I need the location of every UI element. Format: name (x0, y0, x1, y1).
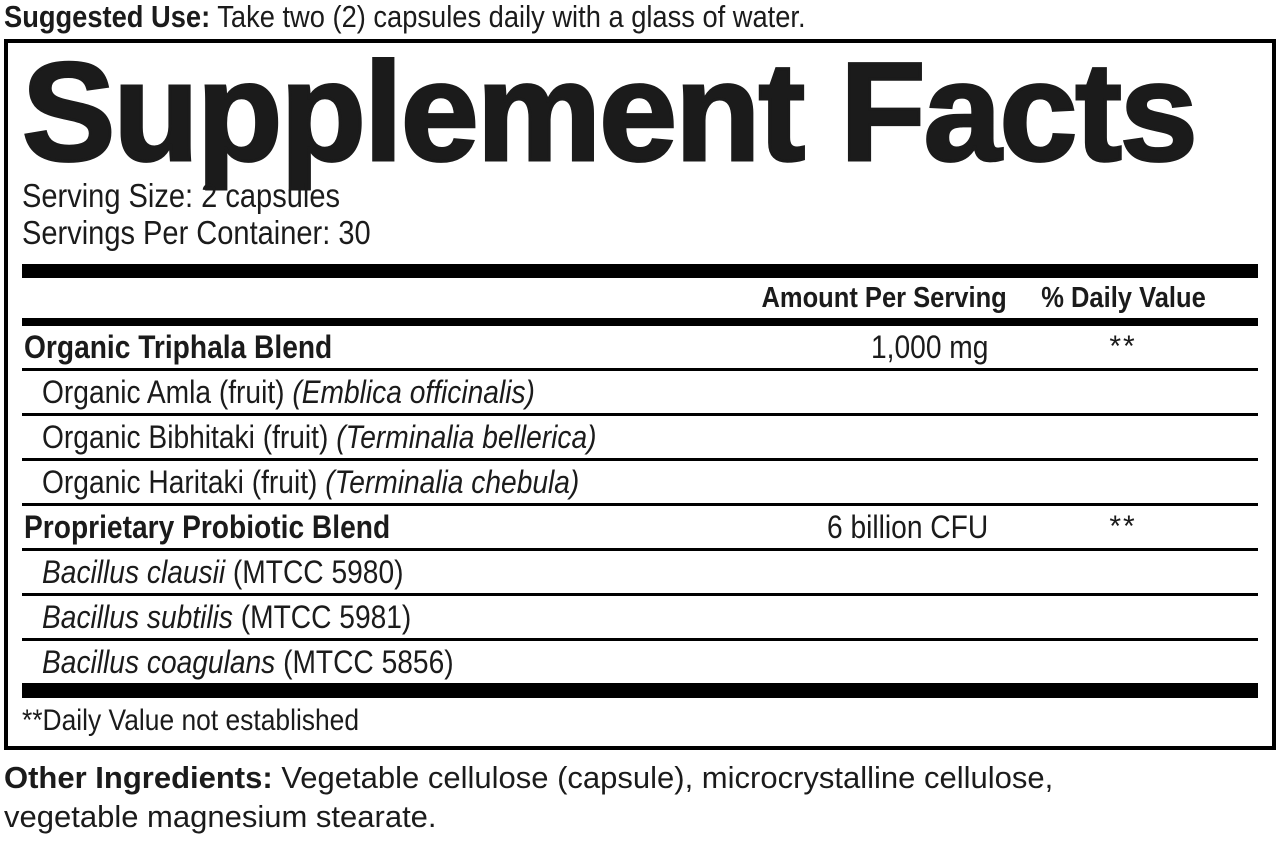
ingredient-name: Organic Bibhitaki (fruit) (Terminalia be… (42, 418, 597, 455)
divider-thick-bottom (22, 683, 1258, 699)
ingredient-row: Organic Triphala Blend 1,000 mg ** (22, 326, 1258, 372)
ingredient-daily-value: ** (1109, 330, 1137, 364)
column-header-daily-value: % Daily Value (1040, 281, 1206, 314)
daily-value-footnote: **Daily Value not established (22, 704, 360, 738)
ingredient-name: Organic Haritaki (fruit) (Terminalia che… (42, 463, 580, 500)
column-header-row: Amount Per Serving % Daily Value (22, 278, 1258, 318)
ingredient-row: Organic Amla (fruit) (Emblica officinali… (22, 371, 1258, 417)
ingredient-amount: 1,000 mg (870, 328, 988, 365)
ingredient-amount (728, 374, 988, 411)
ingredient-name: Bacillus clausii (MTCC 5980) (42, 553, 404, 590)
other-ingredients-label: Other Ingredients: (4, 759, 273, 795)
ingredient-row: Bacillus subtilis (MTCC 5981) (22, 596, 1258, 642)
ingredient-rows: Organic Triphala Blend 1,000 mg ** Organic … (22, 326, 1258, 683)
ingredient-amount (728, 464, 988, 501)
ingredient-row: Organic Haritaki (fruit) (Terminalia che… (22, 461, 1258, 507)
column-header-amount: Amount Per Serving (761, 281, 1007, 314)
ingredient-row: Bacillus coagulans (MTCC 5856) (22, 641, 1258, 683)
other-ingredients-text: Vegetable cellulose (capsule), microcrys… (4, 759, 1054, 834)
servings-per-container: Servings Per Container: 30 (22, 213, 371, 251)
ingredient-row: Proprietary Probiotic Blend 6 billion CFU… (22, 506, 1258, 552)
other-ingredients: Other Ingredients: Vegetable cellulose (… (4, 758, 1119, 836)
ingredient-row: Organic Bibhitaki (fruit) (Terminalia be… (22, 416, 1258, 462)
serving-size: Serving Size: 2 capsules (22, 176, 340, 214)
ingredient-amount: 6 billion CFU (826, 508, 988, 545)
ingredient-name: Bacillus subtilis (MTCC 5981) (42, 598, 412, 635)
ingredient-amount (728, 419, 988, 456)
divider-thick-top (22, 264, 1258, 279)
ingredient-name: Bacillus coagulans (MTCC 5856) (42, 643, 454, 680)
ingredient-name: Proprietary Probiotic Blend (24, 508, 391, 545)
ingredient-name: Organic Triphala Blend (24, 328, 333, 365)
ingredient-name: Organic Amla (fruit) (Emblica officinali… (42, 373, 535, 410)
ingredient-row: Bacillus clausii (MTCC 5980) (22, 551, 1258, 597)
ingredient-daily-value: ** (1109, 510, 1137, 544)
suggested-use-label: Suggested Use: (4, 0, 211, 34)
panel-title: Supplement Facts (21, 32, 1200, 190)
ingredient-amount (728, 644, 988, 681)
suggested-use: Suggested Use: Take two (2) capsules dai… (0, 0, 1280, 39)
supplement-facts-panel: Supplement Facts Serving Size: 2 capsule… (4, 32, 1276, 750)
divider-medium-header (22, 318, 1258, 327)
ingredient-amount (728, 599, 988, 636)
suggested-use-text: Take two (2) capsules daily with a glass… (217, 0, 806, 34)
ingredient-amount (728, 554, 988, 591)
